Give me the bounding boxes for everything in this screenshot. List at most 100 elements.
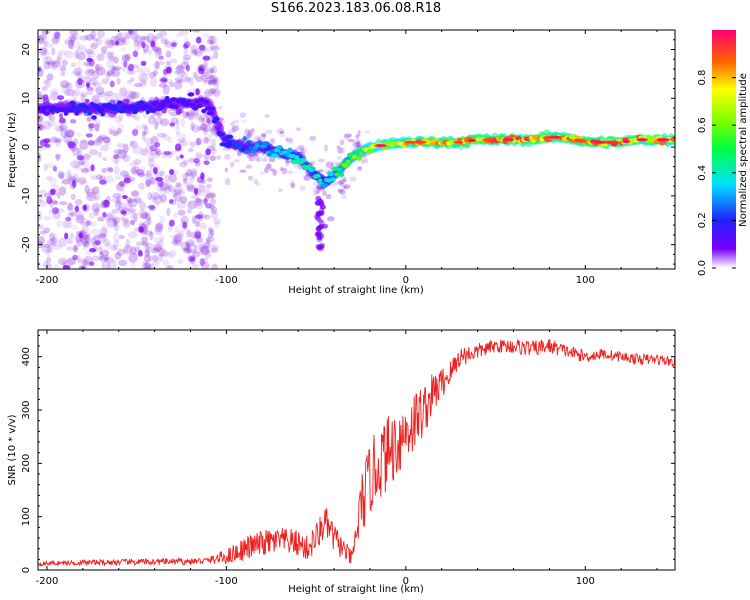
noise-point [247,129,254,137]
noise-point [112,92,121,102]
noise-point [330,161,338,166]
track-point [162,99,168,104]
noise-point [189,257,196,265]
noise-point [265,163,272,169]
track-point [240,147,246,153]
noise-point [195,137,202,146]
noise-point [108,40,117,46]
noise-point [89,149,99,156]
noise-point [207,177,213,183]
noise-point [203,32,210,39]
noise-point [88,122,95,129]
noise-point [198,65,204,72]
noise-point [160,78,168,83]
noise-point [103,239,111,247]
noise-point [202,198,207,203]
track-point [202,99,210,104]
noise-point [173,80,183,90]
noise-point [347,138,355,143]
noise-point [190,168,198,179]
noise-point [148,49,153,56]
noise-point [138,226,144,233]
noise-point [102,136,111,144]
noise-point [199,123,208,131]
noise-point [51,60,58,71]
colorbar-label: Normalized spectral amplitude [738,73,749,227]
noise-point [134,34,143,45]
spectrogram-marks [38,30,675,269]
track-point [351,154,358,159]
noise-point [52,244,62,251]
noise-point [59,113,63,119]
noise-point [81,225,89,234]
noise-point [53,31,61,42]
noise-point [123,217,129,225]
noise-point [157,253,164,262]
noise-point [67,203,74,212]
noise-point [102,156,107,162]
noise-point [190,141,196,148]
noise-point [147,162,155,168]
noise-point [60,80,69,89]
noise-point [147,217,152,226]
noise-point [54,31,61,39]
noise-point [336,147,344,154]
noise-point [151,47,162,52]
noise-point [114,115,122,124]
noise-point [120,170,129,177]
noise-point [158,247,166,257]
noise-point [103,199,110,208]
noise-point [158,186,168,194]
tail-point [318,220,325,225]
spectrogram-frame [37,29,676,270]
noise-point [116,195,121,204]
noise-point [123,244,133,255]
noise-point [74,162,82,171]
noise-point [85,48,94,55]
noise-point [110,129,119,136]
noise-point [149,149,160,156]
noise-point [348,133,353,138]
noise-point [169,219,175,227]
noise-point [76,155,85,161]
noise-point [63,133,73,144]
noise-point [112,66,122,71]
noise-point [194,198,202,203]
noise-point [38,262,42,268]
noise-point [113,71,121,76]
noise-point [158,83,168,88]
noise-point [69,36,75,46]
noise-point [192,170,197,177]
track-point [320,183,329,188]
noise-point [180,241,190,251]
track-point [100,112,105,117]
noise-point [66,89,76,97]
noise-point [80,93,86,103]
noise-point [121,66,127,73]
noise-point [59,65,67,72]
noise-point [224,154,231,160]
noise-point [143,254,152,262]
track-point [345,159,351,165]
noise-point [182,111,188,119]
noise-point [145,169,152,179]
noise-point [138,72,149,83]
noise-point [135,168,145,176]
noise-point [260,170,264,176]
track-point [154,100,159,106]
noise-point [191,124,200,133]
noise-point [96,174,103,180]
noise-point [193,183,201,190]
noise-point [79,221,86,226]
noise-point [91,236,96,246]
noise-point [106,51,112,60]
noise-point [212,88,221,97]
noise-point [173,234,178,243]
noise-point [44,56,53,65]
noise-point [101,51,107,56]
x-tick-label: 0 [403,275,409,286]
noise-point [105,71,111,81]
noise-point [344,135,350,140]
noise-point [106,69,114,77]
noise-point [38,34,48,41]
